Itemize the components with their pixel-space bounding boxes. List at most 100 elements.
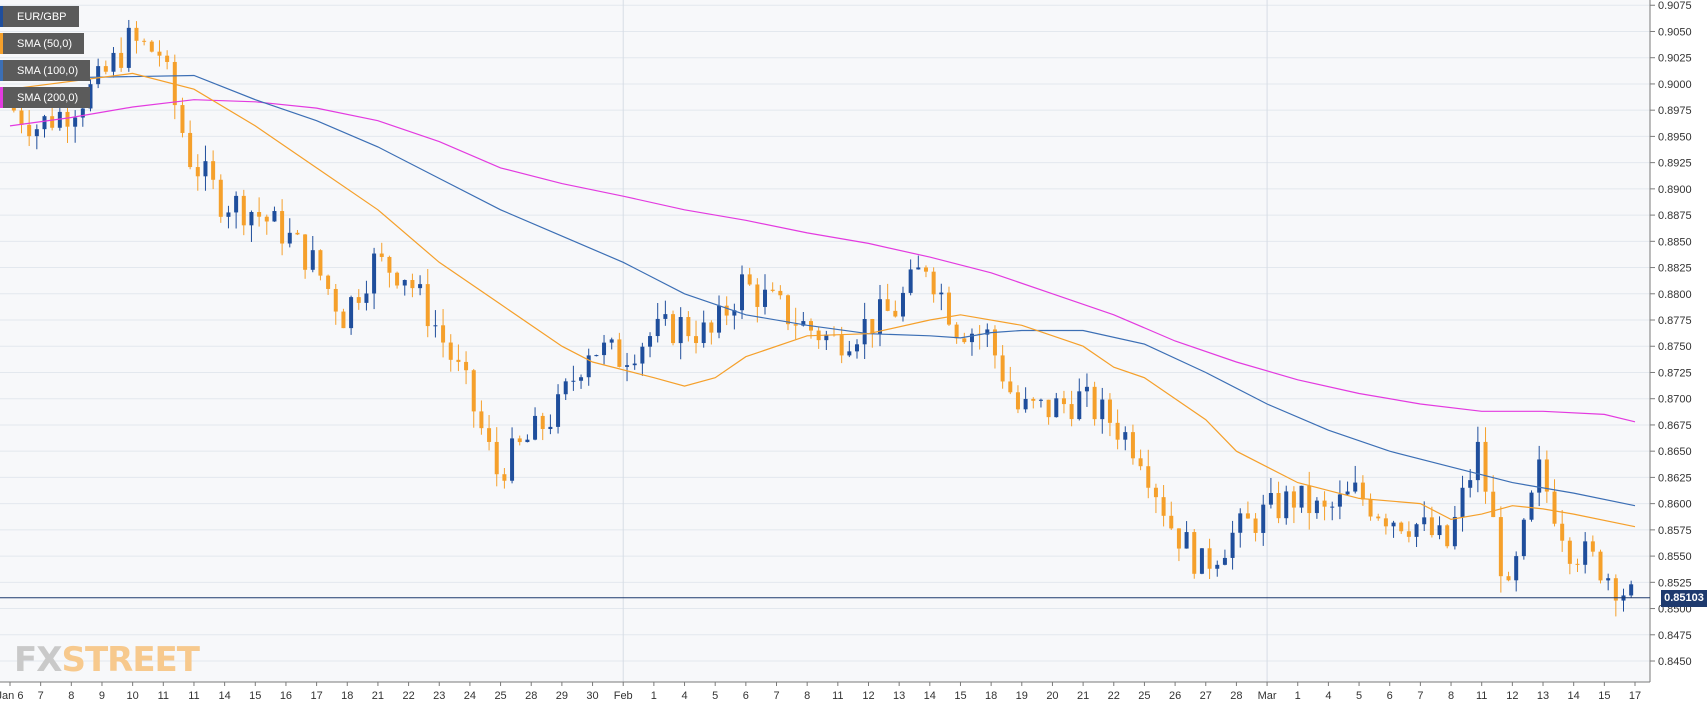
candle-body (1613, 578, 1618, 601)
y-tick-label: 0.8925 (1658, 158, 1692, 170)
candle-body (862, 318, 867, 345)
candle-body (1284, 491, 1289, 519)
x-tick-label: 15 (249, 690, 261, 702)
candle-body (272, 211, 277, 222)
candle-body (525, 439, 530, 443)
legend-label: SMA (50,0) (17, 37, 73, 50)
x-tick-label: 14 (924, 690, 936, 702)
x-tick-label: 26 (1169, 690, 1181, 702)
candle-body (1245, 513, 1250, 519)
candle-body (939, 292, 944, 295)
candle-body (1100, 399, 1105, 420)
y-tick-label: 0.8550 (1658, 551, 1692, 563)
x-tick-label: 13 (1537, 690, 1549, 702)
x-tick-label: 4 (681, 690, 687, 702)
candle-body (1008, 381, 1013, 393)
candle-body (211, 161, 216, 180)
candle-body (931, 271, 936, 295)
candle-body (877, 299, 882, 334)
y-tick-label: 0.8575 (1658, 525, 1692, 537)
x-tick-label: 28 (1230, 690, 1242, 702)
candle-body (1268, 492, 1273, 505)
candle-body (1414, 524, 1419, 537)
candle-body (157, 51, 162, 56)
candle-body (548, 426, 553, 430)
candle-body (1406, 531, 1411, 537)
candle-body (1130, 432, 1135, 459)
candle-body (1153, 487, 1158, 498)
candle-body (1199, 548, 1204, 574)
candle-body (448, 342, 453, 360)
y-tick-label: 0.8725 (1658, 367, 1692, 379)
candle-body (425, 284, 430, 327)
x-tick-label: 12 (862, 690, 874, 702)
x-tick-label: 30 (586, 690, 598, 702)
candle-body (479, 411, 484, 429)
candle-body (1529, 492, 1534, 520)
legend-item-sma50[interactable]: SMA (50,0) (0, 33, 85, 54)
candle-body (854, 344, 859, 352)
candle-body (195, 167, 200, 177)
candle-body (364, 293, 369, 303)
candle-body (1015, 392, 1020, 410)
candle-body (740, 274, 745, 311)
x-tick-label: 18 (985, 690, 997, 702)
candle-body (1307, 485, 1312, 514)
x-tick-label: 24 (464, 690, 476, 702)
x-tick-label: 7 (773, 690, 779, 702)
legend-swatch-sma100 (0, 60, 3, 81)
candle-body (372, 253, 377, 294)
candle-body (602, 342, 607, 356)
candle-body (1299, 485, 1304, 508)
x-tick-label: 17 (310, 690, 322, 702)
candle-body (19, 110, 24, 125)
y-tick-label: 0.8675 (1658, 420, 1692, 432)
candle-body (65, 111, 70, 127)
x-tick-label: 11 (832, 690, 843, 702)
candle-body (1399, 522, 1404, 532)
candle-body (1000, 355, 1005, 382)
candle-body (318, 250, 323, 276)
candle-body (1207, 548, 1212, 569)
candle-body (34, 129, 39, 137)
candle-body (1514, 556, 1519, 581)
candle-body (571, 380, 576, 382)
legend-label: SMA (100,0) (17, 64, 79, 77)
legend: EUR/GBP SMA (50,0) SMA (100,0) SMA (200,… (0, 6, 91, 114)
legend-item-eurgbp[interactable]: EUR/GBP (0, 6, 79, 27)
legend-item-sma200[interactable]: SMA (200,0) (0, 87, 91, 108)
x-tick-label: 15 (954, 690, 966, 702)
legend-item-sma100[interactable]: SMA (100,0) (0, 60, 91, 81)
sma-100-line (9, 74, 1636, 507)
candle-body (747, 274, 752, 285)
candle-body (264, 216, 269, 222)
candle-body (1176, 528, 1181, 549)
candle-body (824, 334, 829, 341)
y-tick-label: 0.8700 (1658, 394, 1692, 406)
candle-body (402, 279, 407, 286)
candle-body (1054, 398, 1059, 418)
candle-body (778, 290, 783, 296)
candle-body (1468, 480, 1473, 488)
candle-body (510, 438, 515, 481)
candle-body (847, 351, 852, 356)
y-tick-label: 0.8950 (1658, 131, 1692, 143)
logo-street: STREET (61, 640, 200, 680)
x-tick-label: Feb (614, 690, 633, 702)
candle-body (540, 415, 545, 430)
candle-body (916, 267, 921, 270)
candle-body (893, 310, 898, 317)
y-tick-label: 0.8850 (1658, 236, 1692, 248)
candle-body (287, 232, 292, 244)
x-tick-label: 16 (280, 690, 292, 702)
candle-body (280, 211, 285, 244)
candle-body (441, 325, 446, 343)
candle-body (1161, 497, 1166, 516)
y-tick-label: 0.8775 (1658, 315, 1692, 327)
candle-body (349, 297, 354, 329)
candle-body (295, 232, 300, 235)
candle-body (1046, 399, 1051, 418)
candle-body (1291, 491, 1296, 508)
candle-body (954, 324, 959, 339)
candle-body (333, 288, 338, 312)
